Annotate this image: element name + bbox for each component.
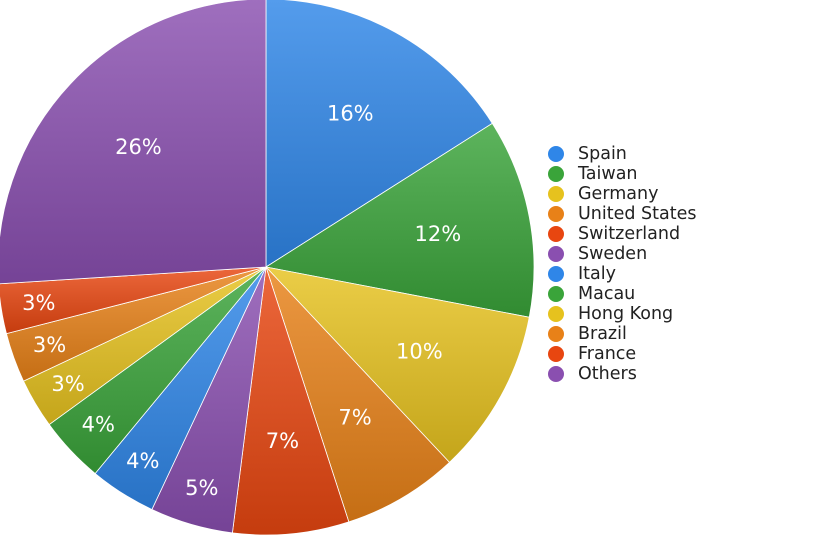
legend-label: Brazil <box>578 324 627 344</box>
legend-swatch <box>548 346 564 362</box>
legend-item-spain: Spain <box>548 144 627 164</box>
legend-item-taiwan: Taiwan <box>548 164 638 184</box>
legend-label: France <box>578 344 636 364</box>
slice-label-switzerland: 7% <box>266 429 299 453</box>
slice-label-france: 3% <box>22 291 55 315</box>
slice-label-brazil: 3% <box>33 333 66 357</box>
legend-label: United States <box>578 204 697 224</box>
legend-label: Others <box>578 364 637 384</box>
legend-item-macau: Macau <box>548 284 635 304</box>
legend-item-germany: Germany <box>548 184 658 204</box>
legend-label: Switzerland <box>578 224 680 244</box>
legend-swatch <box>548 326 564 342</box>
legend-swatch <box>548 266 564 282</box>
legend-swatch <box>548 166 564 182</box>
slice-label-germany: 10% <box>396 339 443 363</box>
legend-label: Germany <box>578 184 658 204</box>
legend-item-united-states: United States <box>548 204 697 224</box>
legend-swatch <box>548 186 564 202</box>
legend-swatch <box>548 226 564 242</box>
slice-label-united-states: 7% <box>338 406 371 430</box>
pie-slice-taiwan <box>264 122 535 318</box>
legend-item-others: Others <box>548 364 637 384</box>
pie-slice-switzerland <box>231 266 350 536</box>
legend-label: Macau <box>578 284 635 304</box>
slice-label-hong-kong: 3% <box>51 372 84 396</box>
pie-slice-spain <box>265 0 493 268</box>
legend-item-france: France <box>548 344 636 364</box>
slice-label-others: 26% <box>115 135 162 159</box>
legend-item-italy: Italy <box>548 264 616 284</box>
legend-swatch <box>548 206 564 222</box>
legend-label: Italy <box>578 264 616 284</box>
legend-swatch <box>548 246 564 262</box>
legend-item-switzerland: Switzerland <box>548 224 680 244</box>
legend-item-sweden: Sweden <box>548 244 647 264</box>
pie-slice-france <box>0 266 267 335</box>
legend-item-brazil: Brazil <box>548 324 627 344</box>
pie-percentage-labels: 16% 12% 10% 7% 7% 5% 4% 4% 3% 3% 3% 26% <box>22 102 461 500</box>
pie-slice-united-states <box>265 266 451 523</box>
slice-label-spain: 16% <box>327 102 374 126</box>
pie-slice-others <box>0 0 267 285</box>
legend-label: Taiwan <box>577 164 638 184</box>
legend-swatch <box>548 286 564 302</box>
pie-slice-germany <box>264 266 530 463</box>
legend-swatch <box>548 366 564 382</box>
legend-label: Spain <box>578 144 627 164</box>
legend-label: Sweden <box>578 244 647 264</box>
legend-label: Hong Kong <box>578 304 673 324</box>
legend-swatch <box>548 306 564 322</box>
pie-slices <box>0 0 535 536</box>
slice-label-taiwan: 12% <box>415 222 462 246</box>
slice-label-sweden: 5% <box>185 476 218 500</box>
slice-label-italy: 4% <box>126 449 159 473</box>
legend-item-hong-kong: Hong Kong <box>548 304 673 324</box>
slice-label-macau: 4% <box>82 412 115 436</box>
legend-swatch <box>548 146 564 162</box>
